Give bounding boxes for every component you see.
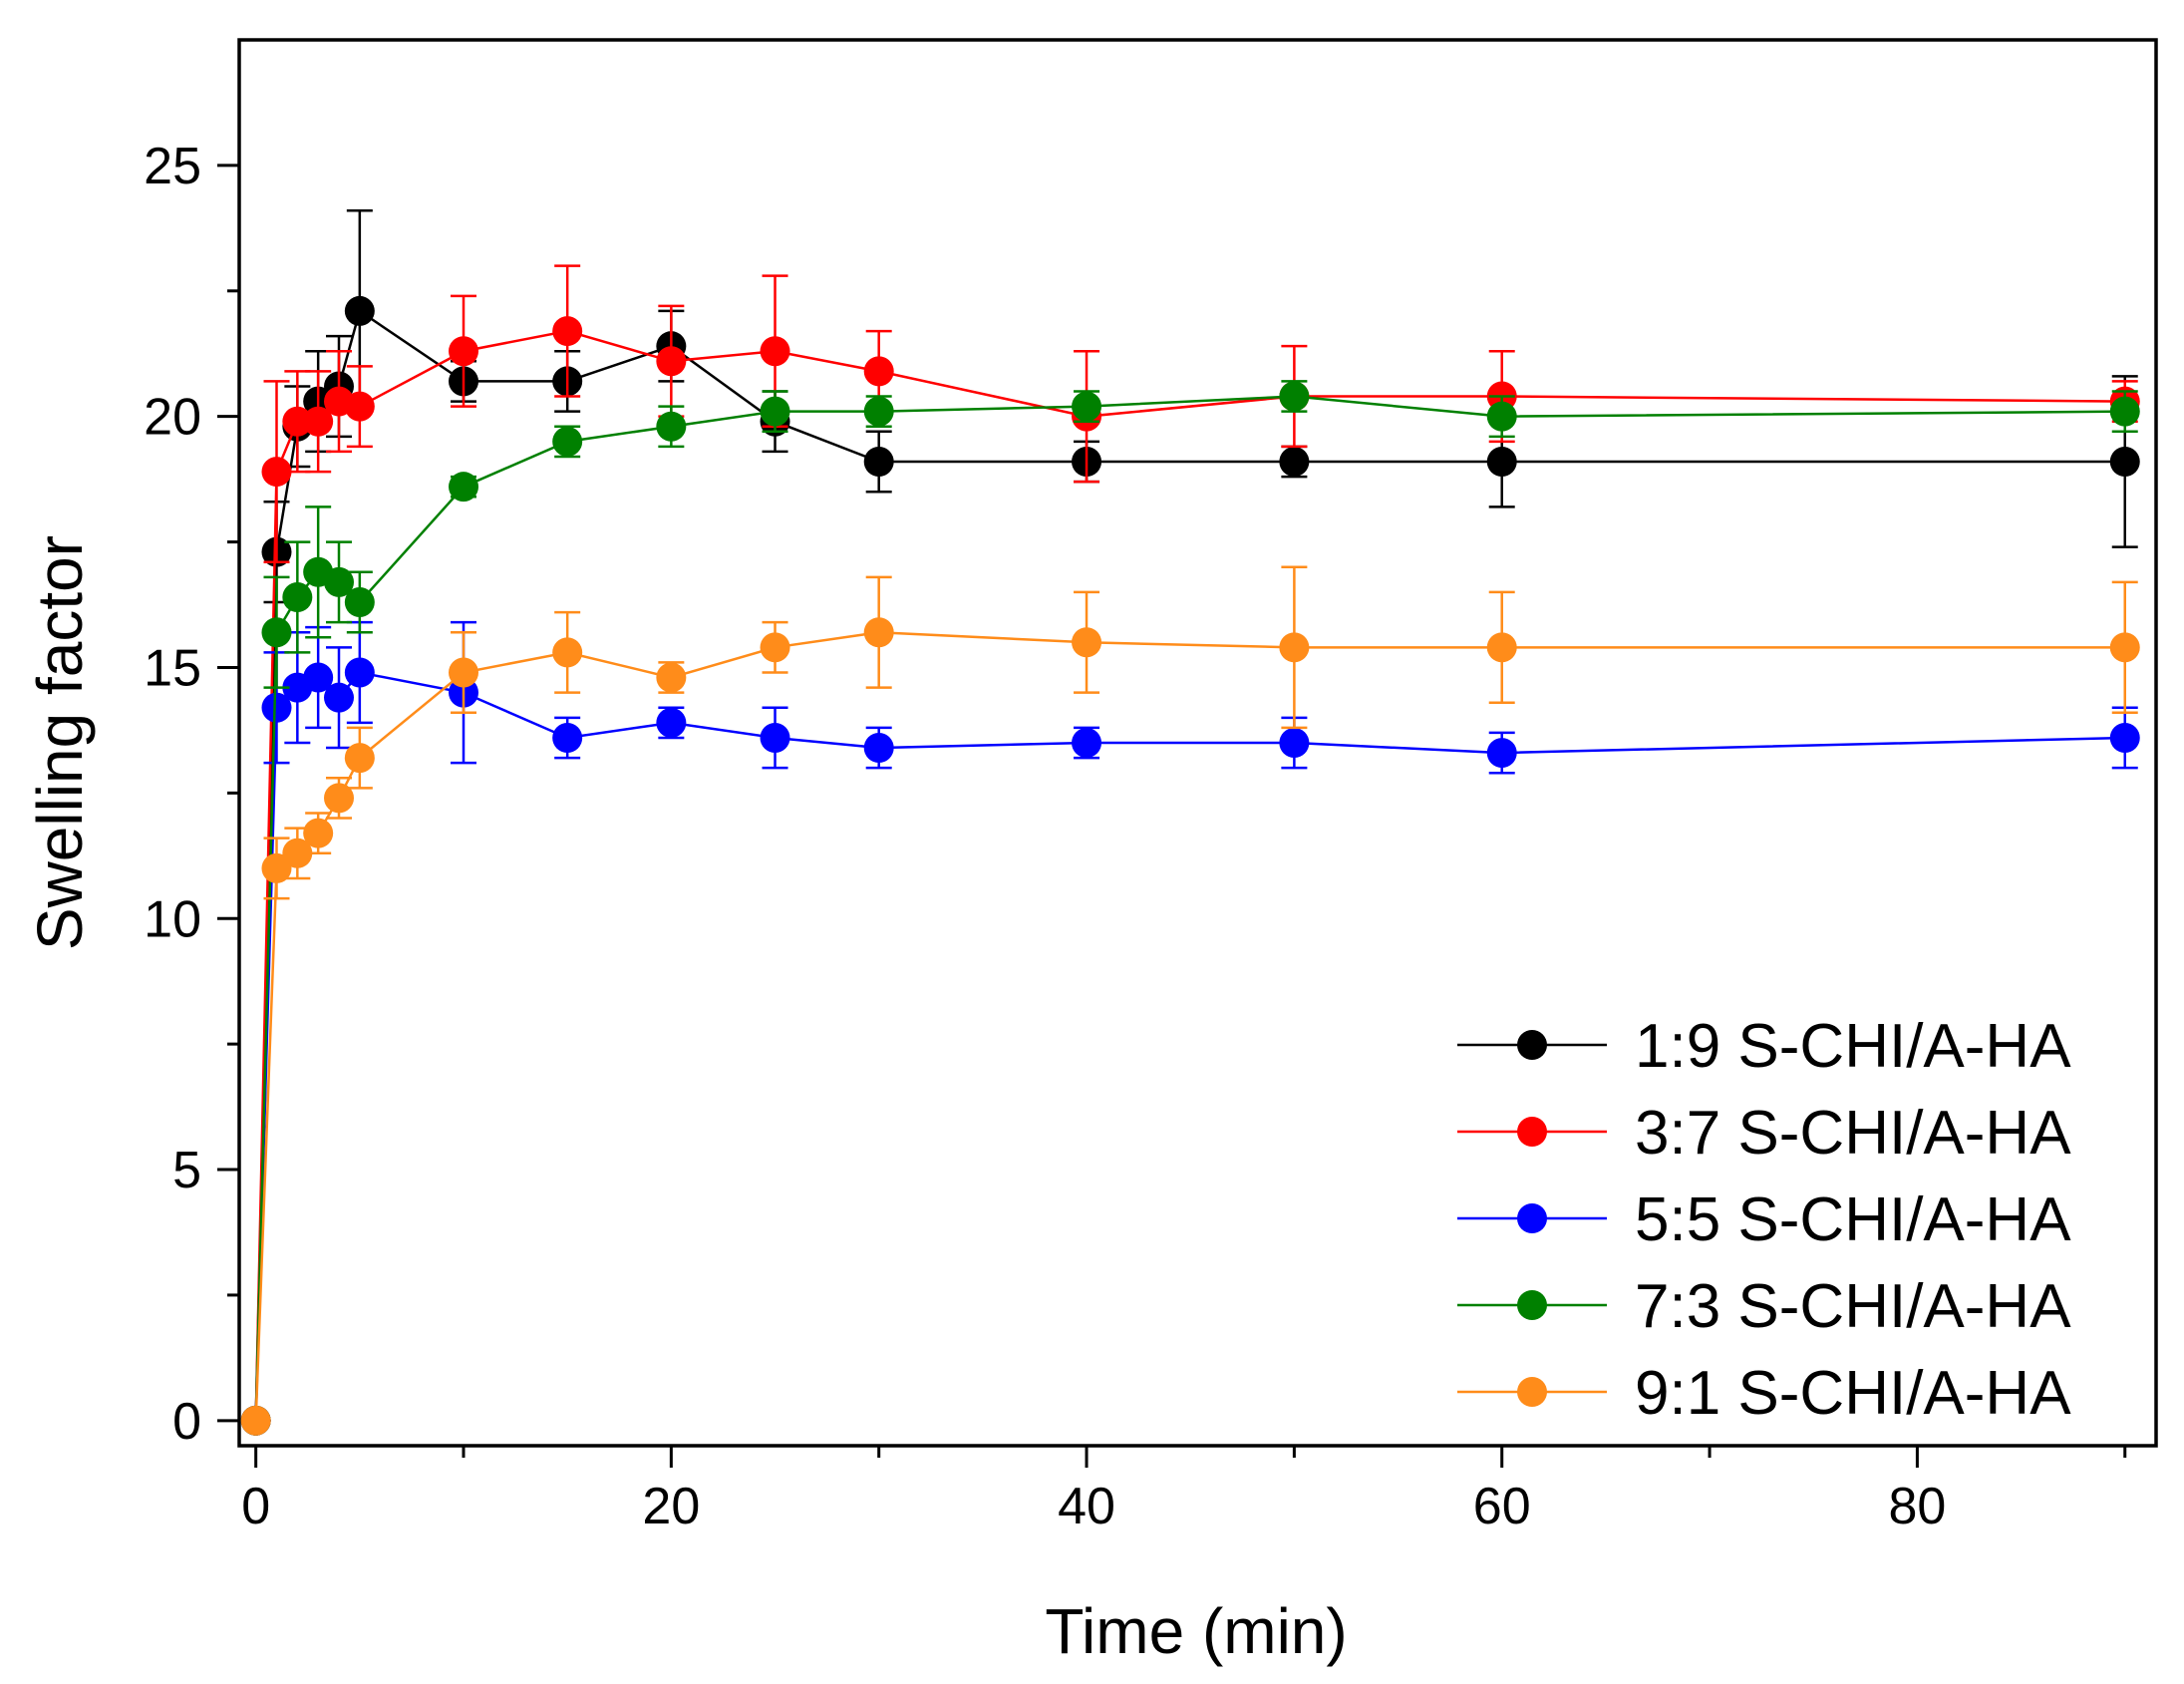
legend-entry: 3:7 S-CHI/A-HA bbox=[1457, 1099, 2071, 1168]
series-3 bbox=[240, 620, 2140, 1436]
data-point bbox=[1279, 632, 1310, 663]
data-point bbox=[449, 657, 479, 688]
data-point bbox=[1486, 632, 1517, 663]
y-tick-label: 10 bbox=[144, 890, 201, 948]
data-point bbox=[344, 743, 375, 774]
data-point bbox=[324, 566, 355, 597]
plot-frame bbox=[237, 38, 2158, 1448]
data-point bbox=[656, 411, 687, 442]
series-2 bbox=[240, 264, 2140, 1436]
data-point bbox=[344, 295, 375, 326]
data-point bbox=[282, 406, 313, 437]
data-point bbox=[261, 617, 292, 648]
legend-entry: 1:9 S-CHI/A-HA bbox=[1457, 1012, 2071, 1081]
legend-entry: 9:1 S-CHI/A-HA bbox=[1457, 1359, 2071, 1428]
legend-marker bbox=[1517, 1117, 1547, 1147]
data-point bbox=[1279, 381, 1310, 412]
y-tick-label: 25 bbox=[144, 138, 201, 195]
data-point bbox=[863, 396, 894, 427]
data-point bbox=[760, 396, 790, 427]
x-tick-label: 20 bbox=[642, 1478, 700, 1535]
legend-marker bbox=[1517, 1290, 1547, 1320]
series-line bbox=[254, 329, 2125, 1421]
data-point bbox=[656, 346, 687, 377]
data-point bbox=[1279, 447, 1310, 477]
data-point bbox=[656, 707, 687, 738]
data-point bbox=[863, 356, 894, 387]
data-point bbox=[863, 733, 894, 764]
data-point bbox=[1072, 391, 1102, 422]
data-point bbox=[240, 1405, 271, 1436]
legend-marker bbox=[1517, 1030, 1547, 1060]
legend-label: 9:1 S-CHI/A-HA bbox=[1635, 1359, 2071, 1428]
data-point bbox=[1486, 401, 1517, 432]
legend-label: 7:3 S-CHI/A-HA bbox=[1635, 1272, 2071, 1341]
legend-label: 5:5 S-CHI/A-HA bbox=[1635, 1185, 2071, 1254]
data-point bbox=[1486, 738, 1517, 769]
data-point bbox=[303, 406, 334, 437]
data-point bbox=[552, 316, 583, 347]
y-axis-label: Swelling factor bbox=[24, 535, 96, 950]
data-point bbox=[261, 692, 292, 723]
data-point bbox=[552, 637, 583, 668]
legend: 1:9 S-CHI/A-HA 3:7 S-CHI/A-HA 5:5 S-CHI/A-… bbox=[1457, 1012, 2071, 1428]
legend-label: 1:9 S-CHI/A-HA bbox=[1635, 1012, 2071, 1081]
data-point bbox=[1279, 728, 1310, 758]
series-5 bbox=[240, 565, 2140, 1436]
data-point bbox=[2109, 447, 2140, 477]
data-point bbox=[282, 838, 313, 868]
y-tick-label: 15 bbox=[144, 639, 201, 697]
data-point bbox=[1072, 728, 1102, 758]
data-point bbox=[324, 682, 355, 713]
data-point bbox=[344, 391, 375, 422]
legend-entry: 7:3 S-CHI/A-HA bbox=[1457, 1272, 2071, 1341]
data-point bbox=[324, 783, 355, 814]
x-tick-label: 60 bbox=[1473, 1478, 1531, 1535]
x-axis-label: Time (min) bbox=[1045, 1595, 1347, 1667]
data-point bbox=[2109, 722, 2140, 753]
data-point bbox=[863, 617, 894, 648]
data-point bbox=[282, 581, 313, 612]
data-point bbox=[303, 818, 334, 848]
data-point bbox=[863, 447, 894, 477]
data-point bbox=[1072, 627, 1102, 658]
x-tick-label: 80 bbox=[1888, 1478, 1946, 1535]
data-point bbox=[261, 852, 292, 883]
series-layer bbox=[240, 208, 2140, 1436]
data-point bbox=[344, 587, 375, 617]
data-point bbox=[760, 336, 790, 367]
axes: 0 20 40 60 80 0 5 10 15 20 25 bbox=[144, 138, 2127, 1535]
x-tick-label: 0 bbox=[241, 1478, 270, 1535]
series-4 bbox=[240, 380, 2140, 1436]
data-point bbox=[303, 662, 334, 693]
data-point bbox=[552, 426, 583, 457]
data-point bbox=[2109, 632, 2140, 663]
data-point bbox=[449, 472, 479, 503]
data-point bbox=[1486, 447, 1517, 477]
data-point bbox=[760, 722, 790, 753]
legend-marker bbox=[1517, 1377, 1547, 1407]
data-point bbox=[449, 336, 479, 367]
data-point bbox=[656, 662, 687, 693]
data-point bbox=[552, 722, 583, 753]
y-tick-label: 5 bbox=[172, 1142, 201, 1199]
x-tick-label: 40 bbox=[1058, 1478, 1115, 1535]
series-line bbox=[254, 395, 2125, 1421]
data-point bbox=[760, 632, 790, 663]
legend-label: 3:7 S-CHI/A-HA bbox=[1635, 1099, 2071, 1168]
data-point bbox=[261, 457, 292, 488]
data-point bbox=[2109, 396, 2140, 427]
y-tick-label: 0 bbox=[172, 1393, 201, 1451]
data-point bbox=[344, 657, 375, 688]
y-tick-label: 20 bbox=[144, 389, 201, 447]
legend-marker bbox=[1517, 1203, 1547, 1233]
legend-entry: 5:5 S-CHI/A-HA bbox=[1457, 1185, 2071, 1254]
